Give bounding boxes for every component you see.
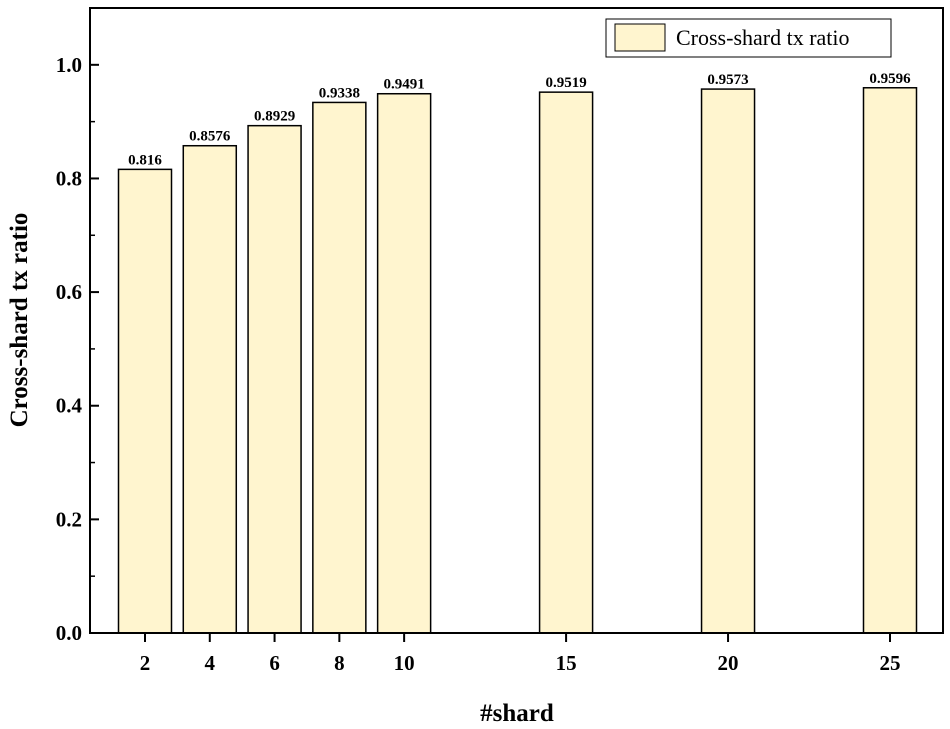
- y-axis-ticks: 0.0 0.2 0.4 0.6 0.8 1.0: [56, 53, 99, 645]
- legend: Cross-shard tx ratio: [605, 18, 892, 58]
- bar-6: [247, 124, 302, 634]
- bar-value-label-2: 0.816: [128, 152, 162, 168]
- y-axis-title: Cross-shard tx ratio: [6, 213, 33, 428]
- legend-swatch: [614, 23, 666, 52]
- bar-25: [862, 87, 918, 634]
- y-tick-label: 0.6: [56, 280, 82, 304]
- x-tick-label: 25: [880, 651, 901, 675]
- x-tick-label: 20: [718, 651, 739, 675]
- bar-value-label-10: 0.9491: [384, 77, 425, 93]
- x-tick-label: 4: [205, 651, 216, 675]
- x-axis-title: #shard: [480, 700, 554, 727]
- x-tick-label: 10: [394, 651, 415, 675]
- bar-8: [312, 101, 367, 634]
- bar-value-label-25: 0.9596: [869, 71, 911, 87]
- bar-value-label-8: 0.9338: [319, 85, 360, 101]
- bar-value-label-4: 0.8576: [189, 129, 231, 145]
- x-axis-ticks: 2 4 6 8 10 15 20 25: [140, 633, 901, 675]
- y-tick-label: 0.8: [56, 166, 82, 190]
- x-tick-label: 8: [334, 651, 345, 675]
- plot-frame: [89, 7, 944, 634]
- y-tick-label: 0.0: [56, 621, 82, 645]
- bar-4: [182, 144, 238, 634]
- y-tick-label: 0.4: [56, 394, 83, 418]
- bar-value-label-20: 0.9573: [707, 72, 748, 88]
- bar-labels-group: 0.816 0.8576 0.8929 0.9338 0.9491 0.9519 0.957…: [128, 71, 911, 169]
- y-tick-label: 1.0: [56, 53, 82, 77]
- x-tick-label: 15: [556, 651, 577, 675]
- x-tick-label: 6: [269, 651, 280, 675]
- bars-group: [117, 87, 918, 634]
- legend-label: Cross-shard tx ratio: [676, 25, 850, 50]
- bar-value-label-6: 0.8929: [254, 109, 295, 125]
- bar-2: [117, 168, 173, 634]
- bar-10: [376, 92, 432, 634]
- bar-15: [538, 91, 594, 634]
- bar-value-label-15: 0.9519: [545, 75, 586, 91]
- x-tick-label: 2: [140, 651, 151, 675]
- bar-20: [700, 88, 756, 634]
- y-tick-label: 0.2: [56, 507, 82, 531]
